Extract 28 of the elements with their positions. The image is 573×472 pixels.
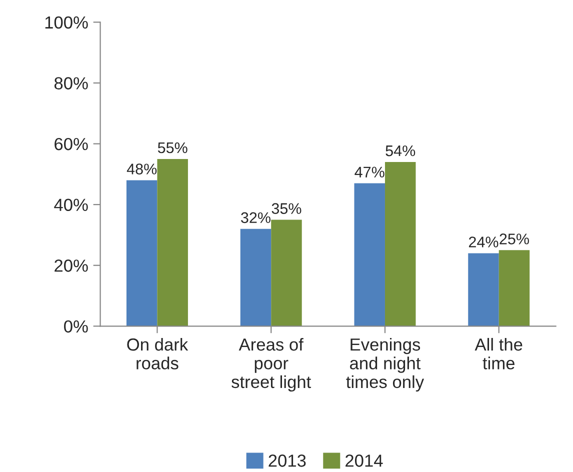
y-tick-label: 40% <box>54 198 88 212</box>
x-tick-label: All the time <box>474 338 522 370</box>
bar <box>240 228 272 326</box>
data-label: 24% <box>468 236 498 248</box>
data-label: 47% <box>354 166 384 178</box>
y-tick-label: 80% <box>54 77 88 90</box>
data-label: 35% <box>272 203 302 214</box>
y-tick-label: 60% <box>54 138 88 150</box>
legend-label: 2014 <box>346 454 383 467</box>
bar <box>468 253 499 326</box>
x-tick-label: On dark roads <box>127 338 188 370</box>
x-tick-label: Areas of poor street light <box>232 338 312 392</box>
y-tick-label: 20% <box>54 260 88 272</box>
y-tick-label: 100% <box>45 16 88 29</box>
bar <box>126 180 158 326</box>
data-label: 54% <box>386 145 416 156</box>
data-label: 55% <box>158 142 188 154</box>
data-label: 32% <box>241 212 270 224</box>
bar <box>354 183 385 326</box>
bar <box>157 158 188 326</box>
legend-label: 2013 <box>268 454 306 467</box>
x-tick-label: Evenings and night times only <box>346 338 424 392</box>
y-tick-label: 0% <box>64 320 88 333</box>
bar <box>384 162 416 326</box>
data-label: 48% <box>126 164 157 174</box>
data-label: 25% <box>500 234 529 244</box>
bar <box>271 220 302 326</box>
bar <box>498 250 530 326</box>
